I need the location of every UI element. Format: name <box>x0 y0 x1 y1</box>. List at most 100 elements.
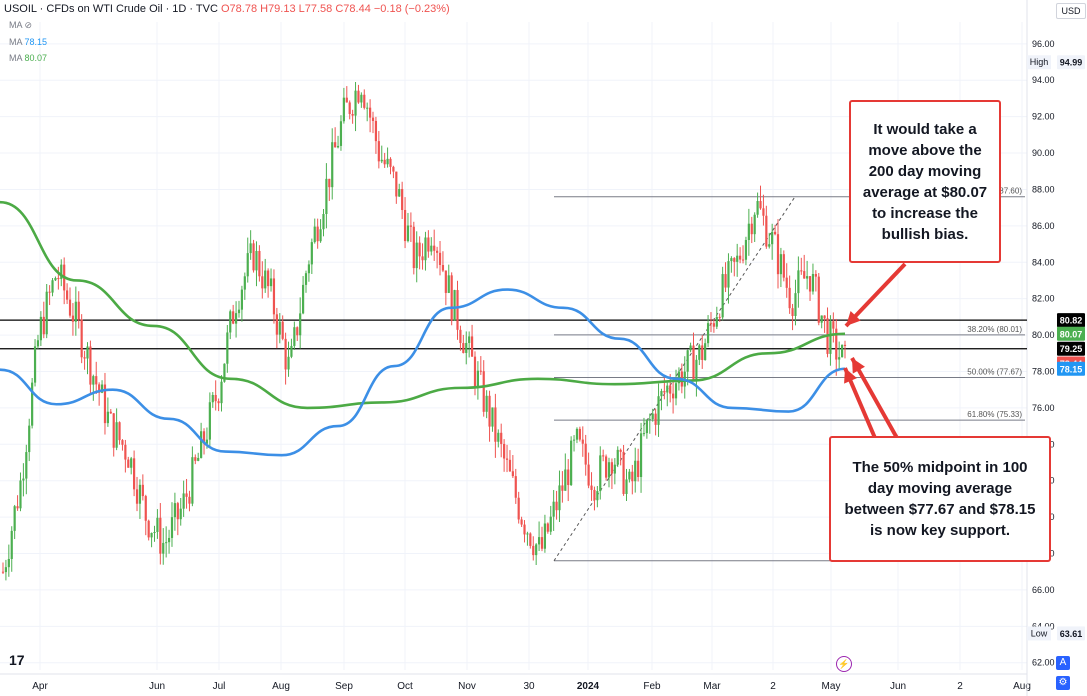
lightning-icon[interactable]: ⚡ <box>836 656 852 672</box>
price-tag: 80.82 <box>1060 316 1083 326</box>
candle-body <box>258 250 261 277</box>
candle-body <box>806 276 809 279</box>
arrowhead-icon <box>852 358 865 374</box>
candle-body <box>447 275 450 293</box>
candle-body <box>704 343 707 360</box>
candle-body <box>771 231 774 245</box>
candle-body <box>803 271 806 279</box>
candle-body <box>304 273 308 285</box>
price-tag: 78.15 <box>1060 364 1083 374</box>
candle-body <box>558 485 561 511</box>
candle-body <box>112 413 115 448</box>
candle-body <box>436 250 439 253</box>
candle-body <box>383 159 386 165</box>
x-tick-label: 2 <box>770 681 776 692</box>
ma-value: 80.07 <box>24 53 48 63</box>
candle-body <box>1 571 5 573</box>
ma-indicator-1[interactable]: MA ⊘ <box>9 20 32 31</box>
price-tag-bg <box>1057 361 1085 376</box>
candle-body <box>584 443 587 465</box>
candle-body <box>374 120 378 142</box>
candle-body <box>444 270 447 293</box>
candle-body <box>138 484 142 504</box>
candle-body <box>296 327 299 336</box>
candle-body <box>497 432 500 442</box>
candle-body <box>240 289 244 310</box>
candle-body <box>575 428 579 440</box>
candle-body <box>121 440 124 445</box>
y-tick-label: 96.00 <box>1032 39 1055 49</box>
candle-body <box>607 462 611 478</box>
candle-body <box>532 545 535 556</box>
candle-body <box>310 242 313 265</box>
candle-body <box>657 396 660 425</box>
candle-body <box>776 234 780 275</box>
candle-body <box>564 469 567 491</box>
candle-body <box>669 385 672 394</box>
x-tick-label: 30 <box>523 681 535 692</box>
auto-scale-icon[interactable]: A <box>1056 656 1070 670</box>
candle-body <box>284 338 287 370</box>
candle-body <box>660 390 663 397</box>
candle-body <box>438 252 442 265</box>
candle-body <box>430 245 433 252</box>
candle-body <box>736 255 739 262</box>
candle-body <box>313 226 316 243</box>
candle-body <box>637 460 640 478</box>
settings-gear-icon[interactable]: ⚙ <box>1056 676 1070 690</box>
candle-body <box>800 270 803 272</box>
candle-body <box>596 491 599 501</box>
candle-body <box>450 275 453 321</box>
candle-body <box>465 342 468 353</box>
candle-body <box>616 449 619 465</box>
candle-body <box>229 311 232 333</box>
candle-body <box>677 371 681 384</box>
y-tick-label: 78.00 <box>1032 366 1055 376</box>
candle-body <box>33 346 37 383</box>
candle-body <box>768 244 771 247</box>
candle-body <box>173 503 176 518</box>
candle-body <box>549 516 552 532</box>
candle-body <box>336 145 340 148</box>
candle-body <box>823 315 826 319</box>
candle-body <box>92 376 95 385</box>
candle-body <box>351 114 354 116</box>
candle-body <box>39 316 42 341</box>
candle-body <box>715 316 718 327</box>
candle-body <box>22 478 25 481</box>
price-tag: 94.99 <box>1060 58 1083 68</box>
price-tag-bg <box>1057 326 1085 341</box>
candle-body <box>71 315 75 322</box>
candle-body <box>232 311 235 324</box>
tradingview-logo[interactable]: 17 <box>9 652 25 668</box>
currency-selector[interactable]: USD <box>1056 3 1086 19</box>
price-tag-caption-bg <box>1027 55 1051 70</box>
candle-body <box>264 270 267 289</box>
candle-body <box>331 142 334 188</box>
candle-body <box>16 506 19 509</box>
candle-body <box>645 419 648 434</box>
price-tag-caption-bg <box>1027 626 1051 641</box>
candle-body <box>599 455 602 492</box>
eye-off-icon[interactable]: ⊘ <box>24 20 33 30</box>
symbol-line[interactable]: USOIL · CFDs on WTI Crude Oil · 1D · TVC <box>4 3 218 15</box>
ma-label: MA <box>9 53 23 63</box>
y-tick-label: 80.00 <box>1032 330 1055 340</box>
ma-indicator-3[interactable]: MA 80.07 <box>9 53 47 63</box>
ohlc-readout: O78.78 H79.13 L77.58 C78.44 −0.18 (−0.23… <box>220 3 450 15</box>
candle-body <box>741 259 745 261</box>
candle-body <box>622 451 625 494</box>
candle-body <box>363 94 366 108</box>
candle-body <box>488 395 491 427</box>
ma-indicator-2[interactable]: MA 78.15 <box>9 37 47 47</box>
candle-body <box>666 385 669 393</box>
candle-body <box>147 520 150 538</box>
candle-body <box>144 496 147 521</box>
candle-body <box>543 523 547 549</box>
candle-body <box>811 274 815 292</box>
y-tick-label: 64.00 <box>1032 621 1055 631</box>
candle-body <box>269 278 273 287</box>
candle-body <box>727 261 730 288</box>
candle-body <box>13 506 16 531</box>
